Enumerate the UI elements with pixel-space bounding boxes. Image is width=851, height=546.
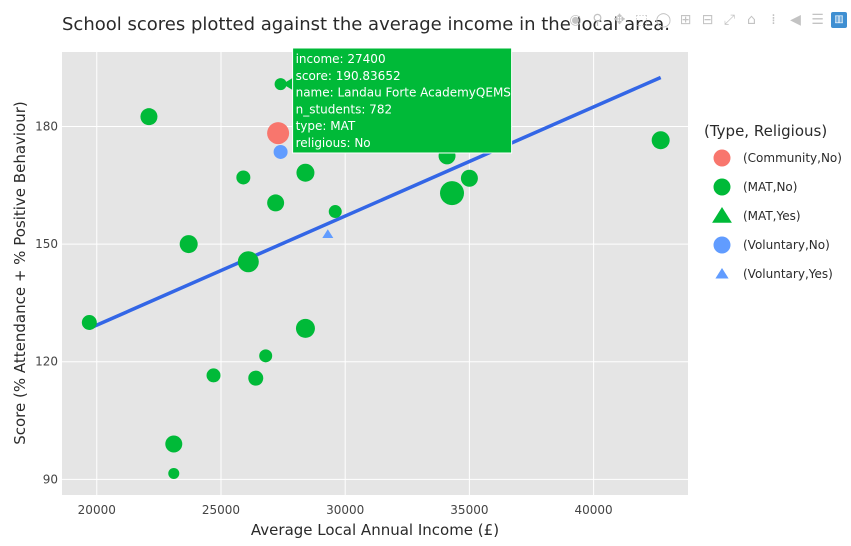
data-point[interactable] [237, 251, 259, 273]
legend-label: (MAT,Yes) [743, 209, 801, 223]
legend-label: (Voluntary,No) [743, 238, 830, 252]
data-point[interactable] [267, 122, 290, 145]
y-tick-label: 120 [35, 355, 58, 369]
hover-line: n_students: 782 [296, 102, 393, 116]
data-point[interactable] [140, 108, 158, 126]
hover-pointer [282, 78, 293, 91]
x-tick-labels: 20000 25000 30000 35000 40000 [78, 503, 613, 517]
spike-lines-icon[interactable]: ⁞ [771, 11, 776, 28]
x-axis-label: Average Local Annual Income (£) [251, 521, 499, 539]
legend-marker [713, 178, 731, 196]
legend: (Type, Religious) (Community,No) (MAT,No)… [704, 122, 842, 281]
legend-marker [713, 236, 731, 254]
data-point[interactable] [168, 467, 180, 479]
hover-line: religious: No [296, 136, 371, 150]
legend-item[interactable]: (MAT,Yes) [712, 207, 801, 223]
data-point[interactable] [236, 170, 251, 185]
data-point[interactable] [460, 169, 478, 187]
data-point[interactable] [328, 205, 342, 219]
data-point[interactable] [651, 131, 670, 150]
legend-item[interactable]: (MAT,No) [713, 178, 798, 196]
data-point[interactable] [179, 235, 198, 254]
x-tick-label: 40000 [575, 503, 613, 517]
hover-compare-icon[interactable]: ☰ [811, 11, 824, 28]
autoscale-icon[interactable]: ⤢ [723, 11, 736, 28]
x-tick-label: 25000 [202, 503, 240, 517]
data-points [81, 78, 670, 479]
hover-line: type: MAT [296, 119, 356, 133]
legend-title: (Type, Religious) [704, 122, 827, 140]
legend-label: (MAT,No) [743, 180, 797, 194]
y-tick-label: 180 [35, 119, 58, 133]
hover-closest-icon[interactable]: ◀ [790, 11, 801, 28]
legend-marker [715, 268, 729, 279]
reset-axes-icon[interactable]: ⌂ [747, 11, 756, 28]
legend-marker [712, 207, 732, 223]
zoom-in-icon[interactable]: ⊞ [679, 11, 692, 28]
box-select-icon[interactable]: ⬚ [634, 11, 649, 28]
data-point[interactable] [259, 349, 273, 363]
legend-item[interactable]: (Voluntary,No) [713, 236, 830, 254]
legend-marker [713, 149, 731, 167]
hover-label: income: 27400 score: 190.83652 name: Landa… [282, 47, 513, 154]
data-point[interactable] [165, 435, 183, 453]
data-point[interactable] [248, 370, 264, 386]
y-tick-label: 90 [43, 472, 58, 486]
data-point[interactable] [81, 315, 97, 331]
data-point[interactable] [295, 318, 315, 338]
data-point[interactable] [296, 163, 315, 182]
data-point[interactable] [274, 78, 287, 91]
trendline[interactable] [88, 75, 662, 330]
modebar-toolbar: ◉ ⚲ ✥ ⬚ ◯ ⊞ ⊟ ⤢ ⌂ ⁞ ◀ ☰ ▥ [567, 11, 847, 28]
legend-item[interactable]: (Community,No) [713, 149, 842, 167]
y-axis-label: Score (% Attendance + % Positive Behavio… [11, 101, 29, 445]
camera-icon[interactable]: ◉ [569, 11, 582, 28]
data-point[interactable] [267, 194, 285, 212]
data-point[interactable] [440, 181, 465, 206]
hover-box [292, 47, 513, 154]
x-tick-label: 30000 [326, 503, 364, 517]
hover-line: income: 27400 [296, 52, 386, 66]
y-tick-labels: 90 120 150 180 [35, 119, 58, 486]
plotly-logo-icon[interactable]: ▥ [831, 11, 847, 28]
legend-label: (Voluntary,Yes) [743, 267, 833, 281]
x-tick-label: 20000 [78, 503, 116, 517]
data-point[interactable] [206, 368, 221, 383]
pan-icon[interactable]: ✥ [613, 11, 626, 28]
chart-title: School scores plotted against the averag… [62, 14, 670, 35]
x-tick-label: 35000 [450, 503, 488, 517]
data-point[interactable] [322, 229, 334, 239]
lasso-select-icon[interactable]: ◯ [655, 11, 672, 28]
trendline-group [88, 75, 662, 330]
y-tick-label: 150 [35, 237, 58, 251]
hover-line: name: Landau Forte AcademyQEMS [296, 86, 511, 100]
zoom-out-icon[interactable]: ⊟ [701, 11, 714, 28]
hover-line: score: 190.83652 [296, 69, 401, 83]
data-point[interactable] [273, 144, 288, 159]
legend-label: (Community,No) [743, 151, 842, 165]
legend-item[interactable]: (Voluntary,Yes) [715, 267, 833, 281]
zoom-icon[interactable]: ⚲ [592, 11, 603, 28]
